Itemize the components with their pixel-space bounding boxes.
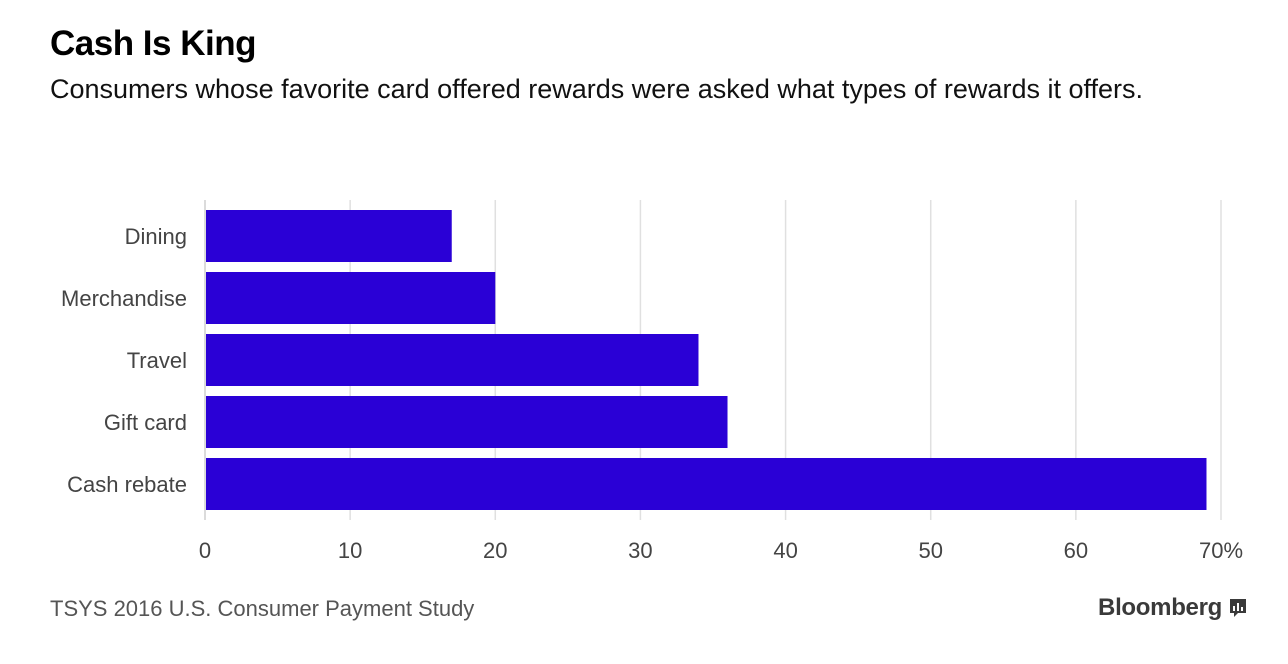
category-labels: Dining Merchandise Travel Gift card Cash reb…: [61, 224, 187, 497]
category-label: Dining: [125, 224, 187, 249]
bar: [206, 272, 496, 324]
brand-logo: Bloomberg: [1098, 594, 1248, 622]
x-tick-label: 60: [1064, 538, 1088, 563]
x-tick-label: 0: [199, 538, 211, 563]
x-tick-label: 10: [338, 538, 362, 563]
bar: [206, 210, 452, 262]
brand-name: Bloomberg: [1098, 594, 1222, 621]
category-label: Merchandise: [61, 286, 187, 311]
x-tick-label: 50: [918, 538, 942, 563]
x-tick-label: 30: [628, 538, 652, 563]
bloomberg-chart-icon: [1230, 599, 1246, 617]
x-tick-label: 20: [483, 538, 507, 563]
bar: [206, 396, 728, 448]
x-axis-ticks: 0 10 20 30 40 50 60 70%: [199, 538, 1243, 563]
category-label: Cash rebate: [67, 472, 187, 497]
bar: [206, 458, 1207, 510]
x-tick-label: 40: [773, 538, 797, 563]
bar: [206, 334, 699, 386]
bars: [206, 210, 1207, 510]
x-tick-label: 70%: [1199, 538, 1243, 563]
chart-subtitle: Consumers whose favorite card offered re…: [50, 74, 1143, 104]
chart-title: Cash Is King: [50, 24, 256, 63]
source-note: TSYS 2016 U.S. Consumer Payment Study: [50, 596, 475, 621]
category-label: Gift card: [104, 410, 187, 435]
category-label: Travel: [127, 348, 187, 373]
